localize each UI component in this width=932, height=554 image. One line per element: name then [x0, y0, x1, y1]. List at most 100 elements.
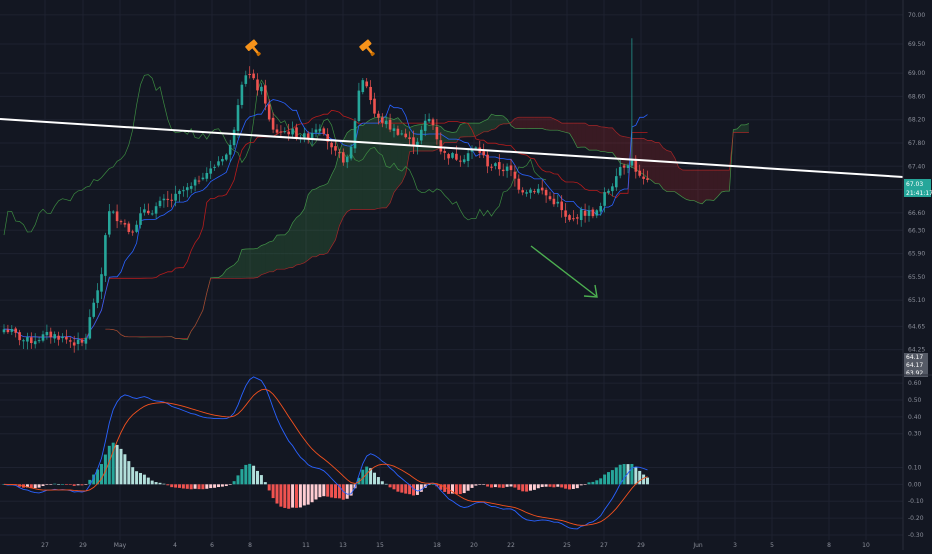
- cloud-segment: [714, 170, 718, 200]
- histogram-bar: [385, 484, 388, 485]
- candle-body: [303, 133, 306, 137]
- cloud-segment: [382, 117, 386, 208]
- cloud-segment: [741, 125, 745, 133]
- candle-body: [53, 334, 56, 338]
- candle-body: [334, 146, 337, 150]
- cloud-segment: [609, 128, 613, 153]
- candle-body: [397, 129, 400, 135]
- candle: [104, 233, 107, 282]
- cloud-segment: [593, 126, 597, 151]
- cloud-segment: [534, 117, 538, 128]
- candle-body: [393, 128, 396, 131]
- histogram-bar: [143, 475, 146, 485]
- histogram-bar: [57, 484, 60, 485]
- histogram-bar: [131, 467, 134, 484]
- candle-body: [432, 119, 435, 125]
- histogram-bar: [174, 484, 177, 487]
- candle-body: [350, 147, 353, 159]
- histogram-bar: [615, 467, 618, 484]
- candle-body: [584, 211, 587, 216]
- candle-body: [381, 117, 384, 122]
- histogram-bar: [513, 484, 516, 487]
- histogram-bar: [123, 454, 126, 484]
- histogram-bar: [486, 484, 489, 486]
- histogram-bar: [599, 478, 602, 484]
- histogram-bar: [139, 473, 142, 484]
- candle-body: [85, 338, 88, 344]
- cloud-segment: [577, 123, 581, 147]
- candle-body: [233, 130, 236, 146]
- candle-body: [553, 199, 556, 204]
- histogram-bar: [190, 484, 193, 489]
- candle-body: [627, 165, 630, 168]
- histogram-bar: [572, 484, 575, 489]
- x-tick-label: 10: [862, 542, 870, 549]
- histogram-bar: [545, 484, 548, 486]
- histogram-bar: [272, 484, 275, 498]
- histogram-bar: [416, 484, 419, 495]
- histogram-bar: [201, 484, 204, 489]
- candle-body: [167, 199, 170, 200]
- candle-body: [365, 81, 368, 86]
- histogram-bar: [529, 484, 532, 490]
- candle-body: [603, 192, 606, 206]
- candle-body: [229, 145, 232, 155]
- macd-y-tick-label: -0.10: [908, 498, 924, 505]
- cloud-segment: [250, 249, 254, 278]
- cloud-segment: [527, 117, 531, 129]
- cloud-segment: [585, 123, 589, 150]
- candle-body: [190, 186, 193, 189]
- histogram-bar: [151, 481, 154, 485]
- cloud-segment: [308, 190, 312, 260]
- macd-y-tick-label: 0.00: [908, 481, 922, 488]
- candle-body: [408, 137, 411, 139]
- cloud-segment: [519, 117, 523, 128]
- histogram-bar: [396, 484, 399, 491]
- candle-body: [124, 223, 127, 225]
- histogram-bar: [166, 484, 169, 485]
- candle-body: [459, 161, 462, 162]
- cloud-segment: [265, 242, 269, 273]
- y-tick-label: 64.65: [908, 323, 925, 330]
- candle-body: [424, 121, 427, 131]
- histogram-bar: [65, 484, 68, 485]
- candle-body: [202, 178, 205, 180]
- cloud-segment: [620, 136, 624, 165]
- cloud-segment: [710, 170, 714, 200]
- cloud-segment: [644, 138, 648, 178]
- histogram-bar: [209, 484, 212, 488]
- candle-body: [139, 213, 142, 225]
- candle-body: [447, 154, 450, 158]
- candle-body: [323, 128, 326, 133]
- histogram-bar: [533, 484, 536, 490]
- histogram-bar: [619, 465, 622, 485]
- histogram-bar: [295, 484, 298, 508]
- cloud-segment: [601, 127, 605, 152]
- candle-body: [245, 75, 248, 84]
- histogram-bar: [49, 484, 52, 485]
- candle-body: [482, 151, 485, 155]
- candle-body: [276, 129, 279, 132]
- histogram-bar: [564, 484, 567, 488]
- x-tick-label: 13: [339, 542, 347, 549]
- candle-body: [440, 140, 443, 151]
- candle-body: [295, 127, 298, 137]
- macd-y-tick-label: 0.50: [908, 397, 922, 404]
- candle-body: [486, 155, 489, 167]
- candle-body: [61, 337, 64, 339]
- cloud-segment: [453, 132, 457, 142]
- cloud-segment: [679, 168, 683, 198]
- candle-body: [494, 163, 497, 166]
- x-tick-label: 4: [173, 542, 177, 549]
- candle-body: [38, 340, 41, 341]
- candle-body: [174, 194, 177, 201]
- histogram-bar: [53, 484, 56, 485]
- cloud-segment: [499, 115, 503, 125]
- cloud-segment: [297, 214, 301, 265]
- cloud-segment: [655, 142, 659, 183]
- candle: [362, 78, 365, 94]
- candle-body: [112, 212, 115, 213]
- histogram-bar: [205, 484, 208, 488]
- histogram-bar: [260, 475, 263, 484]
